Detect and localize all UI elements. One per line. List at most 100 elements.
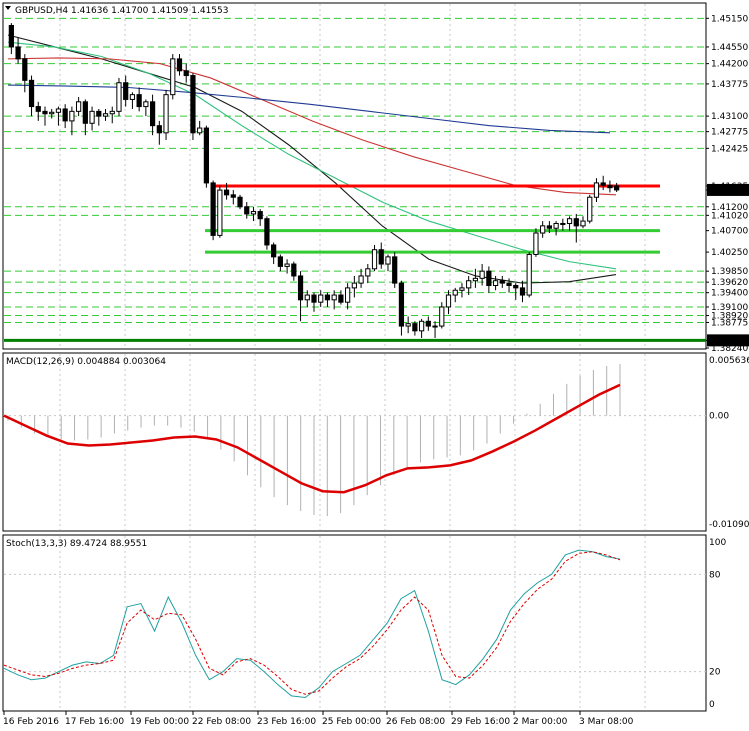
candle-body-44 [304, 294, 310, 301]
macd-series [3, 363, 621, 517]
price-label-0: 1.45150 [711, 14, 748, 24]
candle-body-59 [405, 323, 411, 327]
candle-body-62 [425, 320, 431, 327]
time-label-3: 22 Feb 08:00 [192, 717, 251, 727]
candle-body-33 [230, 194, 236, 198]
stoch-k-line [3, 549, 621, 699]
candle-body-14 [102, 113, 109, 117]
main-panel-frame [2, 2, 707, 350]
price-label-19: 1.38400 [711, 336, 748, 346]
candle-body-65 [445, 294, 452, 308]
candle-body-7 [55, 108, 62, 113]
candle-body-57 [392, 256, 398, 284]
candles [8, 23, 620, 338]
symbol-dropdown-icon[interactable] [5, 6, 11, 10]
candle-body-83 [566, 218, 573, 224]
price-label-11: 1.40700 [711, 227, 748, 237]
time-label-0: 16 Feb 2016 [3, 717, 59, 727]
candle-body-55 [378, 249, 384, 265]
price-label-3: 1.43775 [711, 80, 748, 90]
price-label-8: 1.41553 [711, 186, 748, 196]
candle-body-82 [560, 222, 566, 225]
candle-body-73 [499, 280, 505, 284]
stoch-tick-3: 0 [709, 700, 715, 710]
candle-body-15 [109, 110, 115, 115]
candle-body-2 [22, 58, 28, 81]
candle-body-6 [49, 111, 55, 115]
candle-body-56 [385, 256, 391, 265]
stoch-tick-0: 100 [709, 538, 726, 548]
candle-body-89 [607, 184, 613, 189]
candle-body-90 [614, 185, 620, 191]
candle-body-19 [136, 94, 142, 108]
stoch-title: Stoch(13,3,3) 89.4724 88.9551 [6, 539, 147, 549]
price-label-5: 1.42775 [711, 128, 748, 138]
candle-body-31 [217, 189, 223, 236]
grid-lines [4, 4, 706, 710]
candle-body-49 [338, 294, 344, 303]
candle-body-16 [116, 82, 122, 112]
candle-body-43 [297, 275, 304, 301]
candle-body-54 [371, 249, 378, 270]
macd-tick-2: -0.010903 [709, 520, 749, 530]
price-label-20: 1.38240 [711, 344, 748, 354]
price-label-1: 1.44550 [711, 43, 748, 53]
candle-body-69 [472, 277, 479, 282]
candle-body-63 [432, 325, 438, 328]
candle-body-67 [459, 287, 465, 291]
moving-average-2 [7, 57, 617, 196]
candle-body-46 [318, 294, 324, 303]
candle-body-64 [439, 306, 445, 327]
candle-body-17 [123, 82, 129, 100]
candle-body-10 [76, 101, 82, 112]
price-label-4: 1.43100 [711, 112, 748, 122]
candle-body-35 [244, 206, 250, 215]
time-label-4: 23 Feb 16:00 [257, 717, 316, 727]
price-label-10: 1.41020 [711, 211, 748, 221]
candle-body-28 [197, 127, 203, 134]
candle-body-40 [277, 256, 283, 267]
candle-body-39 [271, 244, 277, 258]
candle-body-0 [8, 24, 14, 48]
stoch-tick-1: 80 [709, 570, 721, 580]
candle-body-81 [553, 222, 559, 229]
candle-body-61 [418, 320, 425, 332]
time-label-2: 19 Feb 00:00 [130, 717, 189, 727]
price-label-18: 1.38775 [711, 318, 748, 328]
time-label-5: 25 Feb 00:00 [322, 717, 381, 727]
stoch-tick-2: 20 [709, 668, 721, 678]
candle-body-24 [170, 58, 176, 96]
candle-body-5 [42, 110, 48, 115]
candle-body-70 [479, 270, 485, 279]
candle-body-25 [176, 58, 183, 72]
stoch-d-line [3, 551, 621, 695]
candle-body-1 [15, 46, 21, 60]
candle-body-12 [89, 110, 95, 124]
candle-body-26 [183, 70, 189, 77]
candle-body-3 [28, 79, 35, 108]
price-label-bg-19 [707, 334, 749, 347]
price-label-12: 1.40250 [711, 248, 748, 258]
candle-body-78 [533, 232, 539, 255]
candle-body-47 [324, 294, 331, 301]
moving-average-3 [7, 84, 611, 134]
candle-body-48 [331, 294, 337, 301]
candle-body-41 [284, 263, 290, 267]
price-label-15: 1.39400 [711, 289, 748, 299]
candle-body-72 [492, 280, 499, 286]
candle-body-79 [540, 225, 546, 234]
candle-body-50 [345, 287, 351, 303]
macd-axis: 0.005636 0.00 -0.010903 [709, 356, 749, 530]
candle-body-87 [593, 182, 600, 198]
price-label-13: 1.39850 [711, 267, 748, 277]
time-label-6: 26 Feb 08:00 [386, 717, 445, 727]
price-label-9: 1.41200 [711, 203, 748, 213]
candle-body-21 [149, 101, 156, 127]
candle-body-86 [587, 196, 593, 222]
candle-body-60 [412, 323, 418, 332]
candle-body-34 [237, 196, 243, 208]
stoch-series [3, 549, 621, 699]
candle-body-23 [163, 94, 169, 134]
candle-body-29 [203, 127, 210, 184]
candle-body-32 [223, 189, 230, 196]
